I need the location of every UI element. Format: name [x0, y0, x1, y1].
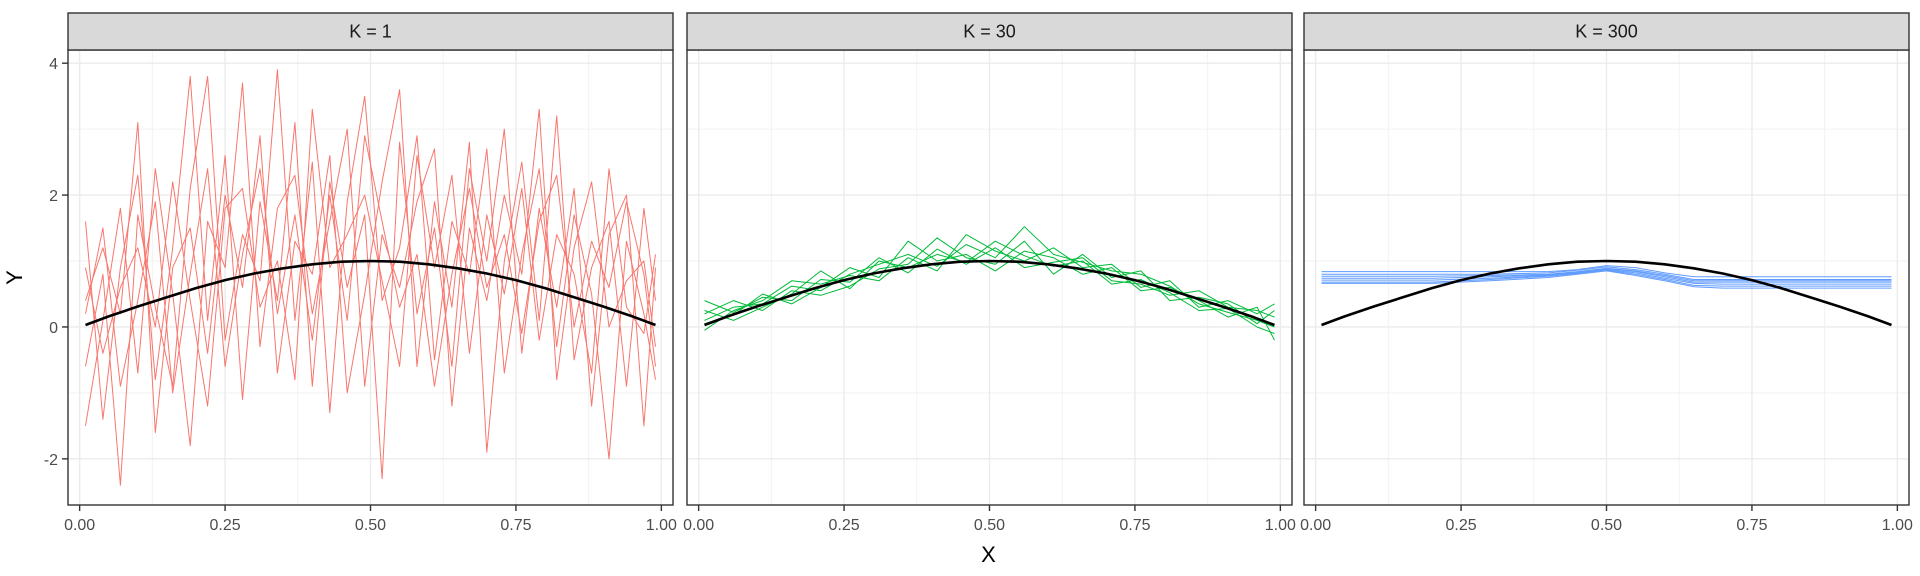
x-tick-label: 0.50 — [974, 517, 1005, 534]
panels-layer: K = 1 0.00 0.25 0.50 0.75 1.00 K = 30 0.00 0.25 0… — [44, 12, 1913, 534]
y-tick-label: 2 — [49, 188, 58, 205]
x-tick-label: 0.25 — [209, 517, 240, 534]
series-line-2 — [85, 69, 656, 486]
true-curve-line — [704, 259, 1275, 327]
panel-3: K = 300 0.00 0.25 0.50 0.75 1.00 — [1300, 12, 1913, 534]
x-tick-label: 1.00 — [1882, 517, 1913, 534]
true-curve-line — [85, 259, 656, 327]
y-axis-title: Y — [2, 270, 27, 285]
series-line-5 — [1321, 269, 1892, 285]
y-tick-label: -2 — [44, 452, 58, 469]
series-line-5 — [704, 234, 1275, 331]
series-line-4 — [85, 82, 656, 447]
series-line-2 — [1321, 266, 1892, 280]
facet-strip — [1303, 12, 1910, 51]
y-tick-label: 0 — [49, 320, 58, 337]
facet-strip-label: K = 30 — [963, 22, 1016, 42]
series-line-6 — [704, 240, 1275, 335]
x-tick-label: 0.25 — [828, 517, 859, 534]
panel-2: K = 30 0.00 0.25 0.50 0.75 1.00 — [683, 12, 1296, 534]
x-tick-label: 0.00 — [1300, 517, 1331, 534]
series-line-6 — [85, 135, 656, 394]
facet-strip-label: K = 300 — [1575, 22, 1638, 42]
facet-strip — [67, 12, 674, 51]
facet-strip — [686, 12, 1293, 51]
x-tick-label: 0.50 — [355, 517, 386, 534]
series-line-4 — [1321, 268, 1892, 283]
panel-1: K = 1 0.00 0.25 0.50 0.75 1.00 — [64, 12, 677, 534]
x-tick-label: 0.75 — [500, 517, 531, 534]
x-tick-label: 1.00 — [646, 517, 677, 534]
x-tick-label: 0.75 — [1119, 517, 1150, 534]
x-tick-label: 0.75 — [1736, 517, 1767, 534]
series-line-6 — [1321, 269, 1892, 287]
series-line-7 — [1321, 270, 1892, 289]
x-axis-title: X — [981, 542, 996, 567]
y-tick-label: 4 — [49, 56, 58, 73]
x-tick-label: 1.00 — [1265, 517, 1296, 534]
x-tick-label: 0.25 — [1445, 517, 1476, 534]
x-tick-label: 0.00 — [64, 517, 95, 534]
facet-strip-label: K = 1 — [349, 22, 392, 42]
x-tick-label: 0.50 — [1591, 517, 1622, 534]
true-curve-line — [1321, 259, 1892, 327]
x-tick-label: 0.00 — [683, 517, 714, 534]
